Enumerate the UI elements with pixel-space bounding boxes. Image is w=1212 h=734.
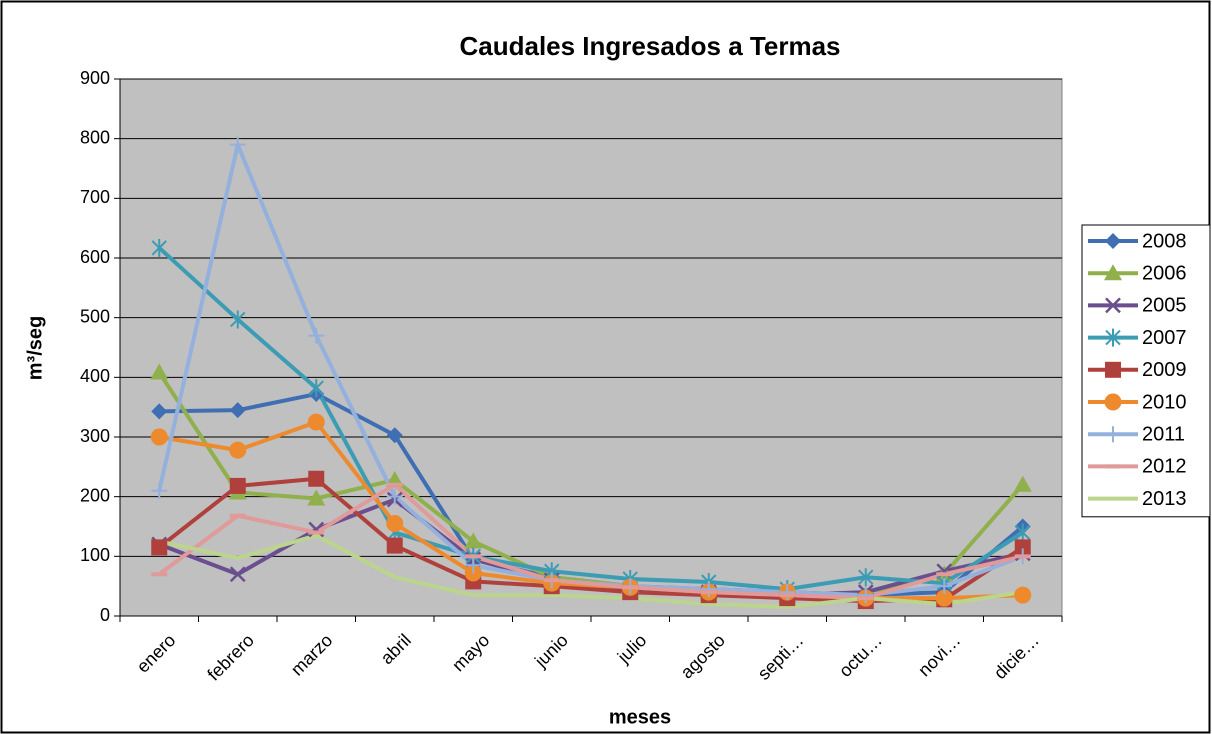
marker [307, 489, 326, 506]
marker [1105, 426, 1121, 443]
marker [386, 427, 403, 444]
legend-label: 2011 [1142, 423, 1185, 445]
marker [935, 589, 953, 607]
marker [151, 482, 168, 499]
marker [308, 470, 325, 487]
marker [229, 477, 246, 494]
marker [1013, 475, 1032, 492]
legend-label: 2009 [1142, 359, 1187, 381]
marker [308, 327, 325, 344]
y-tick-label: 700 [80, 187, 110, 207]
y-tick-label: 400 [80, 366, 110, 386]
y-tick-label: 200 [80, 485, 110, 505]
legend-label: 2008 [1142, 230, 1187, 252]
marker [386, 488, 403, 505]
marker [1105, 233, 1121, 249]
marker [386, 537, 403, 554]
legend-label: 2007 [1142, 327, 1187, 349]
marker [1014, 539, 1031, 556]
legend-label: 2012 [1142, 456, 1187, 478]
marker [1105, 297, 1121, 314]
legend-label: 2013 [1142, 488, 1187, 510]
series-line [158, 533, 1024, 610]
marker [465, 557, 482, 574]
chart-title: Caudales Ingresados a Termas [459, 31, 840, 61]
marker [230, 310, 246, 329]
marker [1015, 523, 1031, 542]
y-tick-label: 300 [80, 426, 110, 446]
legend-label: 2010 [1142, 391, 1187, 413]
y-axis-label: m³/seg [24, 316, 46, 380]
marker [1105, 328, 1121, 347]
y-tick-label: 500 [80, 306, 110, 326]
marker [700, 581, 717, 598]
marker [308, 379, 324, 398]
plot-area [119, 78, 1063, 617]
marker [150, 363, 169, 380]
legend-label: 2006 [1142, 262, 1187, 284]
marker [151, 238, 167, 257]
marker [1104, 264, 1122, 281]
marker [150, 428, 168, 446]
marker [858, 568, 874, 587]
marker [1014, 586, 1032, 604]
series-line [157, 246, 1024, 592]
marker [229, 136, 246, 153]
marker [857, 587, 874, 604]
marker [464, 532, 483, 549]
marker [229, 441, 247, 459]
x-axis-label: meses [609, 706, 671, 728]
marker [151, 403, 168, 420]
marker [307, 413, 325, 431]
y-tick-label: 800 [80, 127, 110, 147]
marker [1104, 393, 1122, 411]
marker [779, 584, 796, 601]
legend-label: 2005 [1142, 295, 1187, 317]
marker [936, 578, 953, 595]
marker [229, 402, 246, 419]
marker [1105, 361, 1121, 378]
y-tick-label: 100 [80, 545, 110, 565]
marker [386, 515, 404, 533]
marker [229, 566, 246, 583]
y-tick-label: 600 [80, 247, 110, 267]
y-tick-label: 0 [100, 605, 110, 625]
series-line [158, 482, 1024, 601]
marker [151, 539, 168, 556]
y-tick-label: 900 [80, 68, 110, 88]
